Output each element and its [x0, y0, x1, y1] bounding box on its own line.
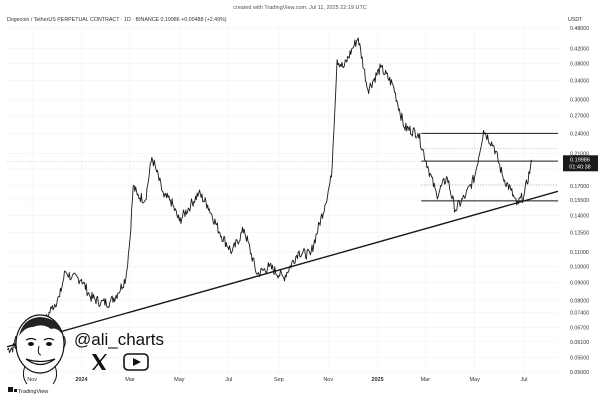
x-tick-label: May: [174, 377, 185, 383]
y-tick-label: 0.34000: [570, 78, 589, 84]
handle-text: @ali_charts: [74, 330, 164, 349]
y-tick-label: 0.12500: [570, 231, 589, 237]
y-tick-label: 0.42000: [570, 46, 589, 52]
y-tick-label: 0.09000: [570, 281, 589, 287]
tradingview-label: TradingView: [18, 389, 48, 395]
x-tick-label: May: [469, 377, 480, 383]
symbol-line: Dogecoin / TetherUS PERPETUAL CONTRACT ·…: [7, 17, 227, 23]
y-tick-label: 0.48000: [570, 26, 589, 32]
price-badge: 0.19986 01:40:38: [563, 155, 598, 172]
tradingview-logo-icon: [8, 387, 17, 392]
y-tick-label: 0.10000: [570, 265, 589, 271]
y-tick-label: 0.21000: [570, 152, 589, 158]
x-tick-label: Sep: [274, 377, 284, 383]
y-tick-label: 0.07400: [570, 310, 589, 316]
x-tick-label: Mar: [421, 377, 431, 383]
price-badge-value: 0.19986: [570, 157, 590, 163]
y-tick-label: 0.38000: [570, 62, 589, 68]
y-tick-label: 0.15500: [570, 198, 589, 204]
y-tick-label: 0.30000: [570, 97, 589, 103]
x-tick-label: Mar: [125, 377, 135, 383]
youtube-icon[interactable]: [123, 353, 149, 371]
y-tick-label: 0.06100: [570, 340, 589, 346]
x-tick-label: 2024: [75, 377, 88, 383]
y-tick-label: 0.17000: [570, 184, 589, 190]
x-tick-label: Nov: [27, 377, 37, 383]
y-tick-label: 0.06700: [570, 325, 589, 331]
y-tick-label: 0.24000: [570, 131, 589, 137]
y-tick-label: 0.14000: [570, 213, 589, 219]
trendline: [6, 190, 559, 348]
y-tick-label: 0.11000: [570, 250, 589, 256]
x-logo-icon[interactable]: [92, 354, 107, 370]
y-tick-label: 0.05000: [570, 370, 589, 376]
avatar: [14, 314, 66, 385]
y-tick-label: 0.08000: [570, 299, 589, 305]
x-tick-label: 2025: [371, 377, 383, 383]
y-tick-label: 0.05500: [570, 356, 589, 362]
x-tick-label: Nov: [323, 377, 333, 383]
price-badge-countdown: 01:40:38: [569, 164, 590, 170]
x-tick-label: Jul: [225, 377, 232, 383]
price-series-line[interactable]: [6, 37, 533, 354]
created-text: created with TradingView.com, Jul 11, 20…: [233, 5, 367, 11]
currency-label: USDT: [568, 17, 583, 23]
y-tick-label: 0.27000: [570, 114, 589, 120]
x-tick-label: Jul: [521, 377, 528, 383]
